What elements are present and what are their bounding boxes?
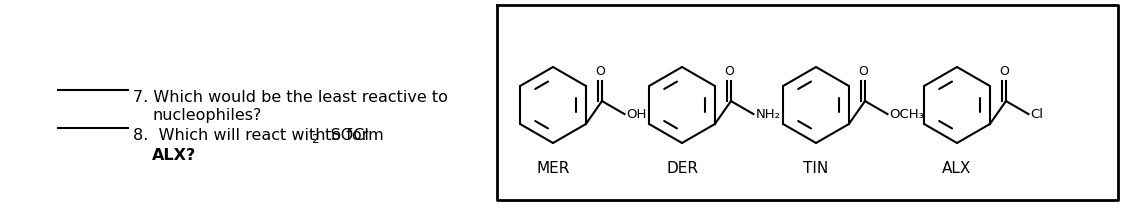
Text: Cl: Cl — [1031, 108, 1043, 120]
Text: OH: OH — [626, 108, 646, 120]
Text: O: O — [724, 65, 734, 78]
Text: 7. Which would be the least reactive to: 7. Which would be the least reactive to — [133, 90, 447, 105]
Text: 8.  Which will react with SOCl: 8. Which will react with SOCl — [133, 128, 369, 143]
Text: DER: DER — [667, 161, 698, 176]
Text: MER: MER — [536, 161, 570, 176]
Text: ALX?: ALX? — [152, 148, 197, 163]
Text: O: O — [596, 65, 605, 78]
Text: 2: 2 — [311, 133, 319, 146]
Text: TIN: TIN — [804, 161, 828, 176]
Text: to form: to form — [320, 128, 384, 143]
Text: OCH₃: OCH₃ — [889, 108, 924, 120]
Text: nucleophiles?: nucleophiles? — [152, 108, 262, 123]
Text: ALX: ALX — [942, 161, 971, 176]
Text: O: O — [859, 65, 868, 78]
Text: O: O — [999, 65, 1009, 78]
Text: NH₂: NH₂ — [755, 108, 780, 120]
